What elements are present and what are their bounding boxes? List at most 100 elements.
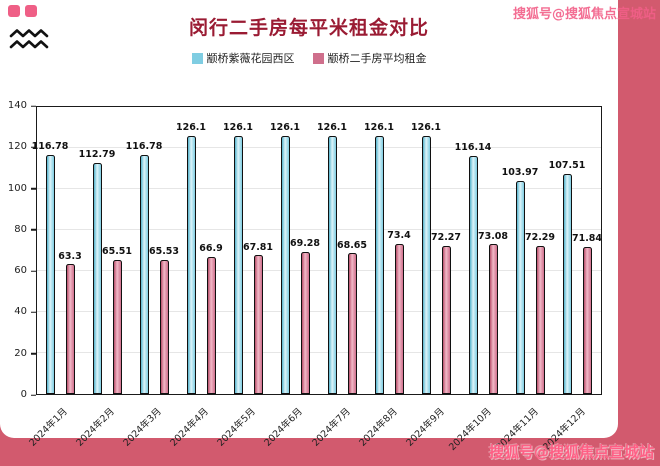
bar-series1 — [562, 173, 572, 394]
bar-value-label: 126.1 — [363, 122, 395, 133]
y-tick-mark — [31, 270, 36, 272]
y-tick-label: 60 — [14, 265, 27, 277]
bar-value-label: 116.78 — [31, 141, 69, 153]
legend-swatch-series2 — [312, 52, 324, 64]
y-tick-mark — [31, 311, 36, 314]
gridline — [37, 188, 601, 189]
zigzag-logo-icon — [8, 27, 54, 57]
bar-value-label: 65.53 — [148, 246, 180, 258]
bar-value-label: 126.1 — [175, 122, 207, 133]
legend-label-series1: 颛桥紫薇花园西区 — [206, 52, 295, 65]
y-tick-mark — [31, 229, 36, 231]
y-tick-label: 20 — [14, 347, 27, 359]
bar-group: 107.51 71.84 — [549, 107, 602, 394]
bar-series2 — [488, 244, 498, 394]
legend-item-series2: 颛桥二手房平均租金 — [312, 50, 427, 66]
bar-series2 — [253, 255, 263, 394]
bar-value-label: 71.84 — [571, 233, 603, 245]
bar-series2 — [394, 243, 404, 394]
bar-value-label: 69.28 — [289, 238, 321, 250]
bar-series2 — [65, 264, 75, 394]
watermark-icon — [8, 5, 20, 17]
bar-value-label: 103.97 — [501, 167, 539, 179]
watermark-icons — [8, 5, 37, 17]
y-tick-label: 40 — [14, 306, 27, 318]
bar-value-label: 112.79 — [78, 149, 116, 161]
legend-item-series1: 颛桥紫薇花园西区 — [191, 50, 295, 66]
y-tick-label: 100 — [7, 182, 27, 194]
bar-group: 103.97 72.29 — [502, 107, 555, 394]
watermark-bottom-right: 搜狐号@搜狐焦点宣城站 — [488, 443, 654, 461]
bar-value-label: 126.1 — [316, 122, 348, 133]
bar-series2 — [300, 251, 310, 394]
bar-group: 112.79 65.51 — [79, 107, 132, 394]
bar-group: 126.1 66.9 — [176, 107, 225, 394]
watermark-top-right: 搜狐号@搜狐焦点宣城站 — [512, 7, 656, 22]
legend-label-series2: 颛桥二手房平均租金 — [327, 52, 427, 65]
bar-series1 — [45, 154, 55, 394]
bar-series2 — [441, 245, 451, 394]
bar-series2 — [347, 253, 357, 394]
bar-series1 — [468, 155, 478, 394]
bar-value-label: 63.3 — [58, 250, 82, 262]
bar-series2 — [112, 259, 122, 394]
y-tick-mark — [31, 352, 36, 355]
bar-series1 — [374, 135, 384, 394]
bar-value-label: 116.78 — [125, 141, 163, 153]
chart-title: 闵行二手房每平米租金对比 — [188, 17, 429, 39]
bar-series2 — [206, 256, 216, 394]
x-axis: 2024年1月 2024年2月 2024年3月 2024年4月 2024年5月 2024年… — [27, 397, 602, 453]
y-tick-mark — [31, 146, 36, 149]
y-tick-label: 120 — [7, 141, 27, 153]
bar-group: 126.1 73.4 — [364, 107, 413, 394]
bar-value-label: 67.81 — [242, 241, 274, 253]
bar-value-label: 73.08 — [477, 230, 509, 242]
y-tick-label: 0 — [20, 389, 27, 400]
bar-value-label: 116.14 — [454, 142, 492, 154]
bar-group: 126.1 69.28 — [270, 107, 320, 394]
gridline — [37, 147, 601, 148]
bar-value-label: 72.27 — [430, 232, 462, 244]
bar-series1 — [327, 135, 337, 394]
y-tick-label: 140 — [7, 100, 27, 111]
y-tick-label: 80 — [14, 223, 27, 235]
bar-group: 126.1 67.81 — [223, 107, 273, 394]
bar-series2 — [535, 245, 545, 394]
bar-group: 126.1 68.65 — [317, 107, 367, 394]
bar-series1 — [186, 135, 196, 394]
bar-value-label: 126.1 — [222, 122, 254, 133]
bar-group: 126.1 72.27 — [411, 107, 461, 394]
bar-value-label: 126.1 — [410, 122, 442, 133]
bar-value-label: 66.9 — [199, 243, 223, 255]
gridline — [37, 311, 601, 312]
bar-group: 116.78 63.3 — [32, 107, 84, 394]
bar-series1 — [139, 154, 149, 394]
bar-value-label: 73.4 — [387, 230, 411, 242]
y-tick-mark — [31, 105, 36, 107]
bar-series1 — [421, 135, 431, 394]
bar-group: 116.14 73.08 — [455, 107, 508, 394]
bar-series1 — [233, 135, 243, 394]
gridline — [37, 270, 601, 271]
legend-swatch-series1 — [191, 52, 203, 64]
y-axis: 0 20 40 60 80 100 120 140 — [0, 101, 36, 400]
chart-legend: 颛桥紫薇花园西区 颛桥二手房平均租金 — [0, 50, 618, 66]
bar-value-label: 72.29 — [524, 232, 556, 244]
plot-area: 116.78 63.3 112.79 65.51 116.78 65.53 126.1 66.… — [32, 106, 602, 395]
bar-series2 — [582, 246, 592, 394]
y-tick-mark — [31, 394, 36, 396]
bar-series1 — [515, 180, 525, 394]
bar-value-label: 126.1 — [269, 122, 301, 133]
bar-series2 — [159, 259, 169, 394]
bar-value-label: 107.51 — [548, 160, 586, 172]
bar-value-label: 65.51 — [101, 246, 133, 258]
y-tick-mark — [31, 187, 36, 190]
gridline — [37, 352, 601, 353]
bar-value-label: 68.65 — [336, 239, 368, 251]
chart-card: 闵行二手房每平米租金对比 颛桥紫薇花园西区 颛桥二手房平均租金 0 20 40 60 8… — [0, 0, 618, 453]
gridline — [37, 229, 601, 230]
bar-series1 — [92, 162, 102, 394]
watermark-icon — [25, 5, 37, 17]
bar-group: 116.78 65.53 — [126, 107, 179, 394]
bar-groups: 116.78 63.3 112.79 65.51 116.78 65.53 126.1 66.… — [32, 107, 602, 394]
